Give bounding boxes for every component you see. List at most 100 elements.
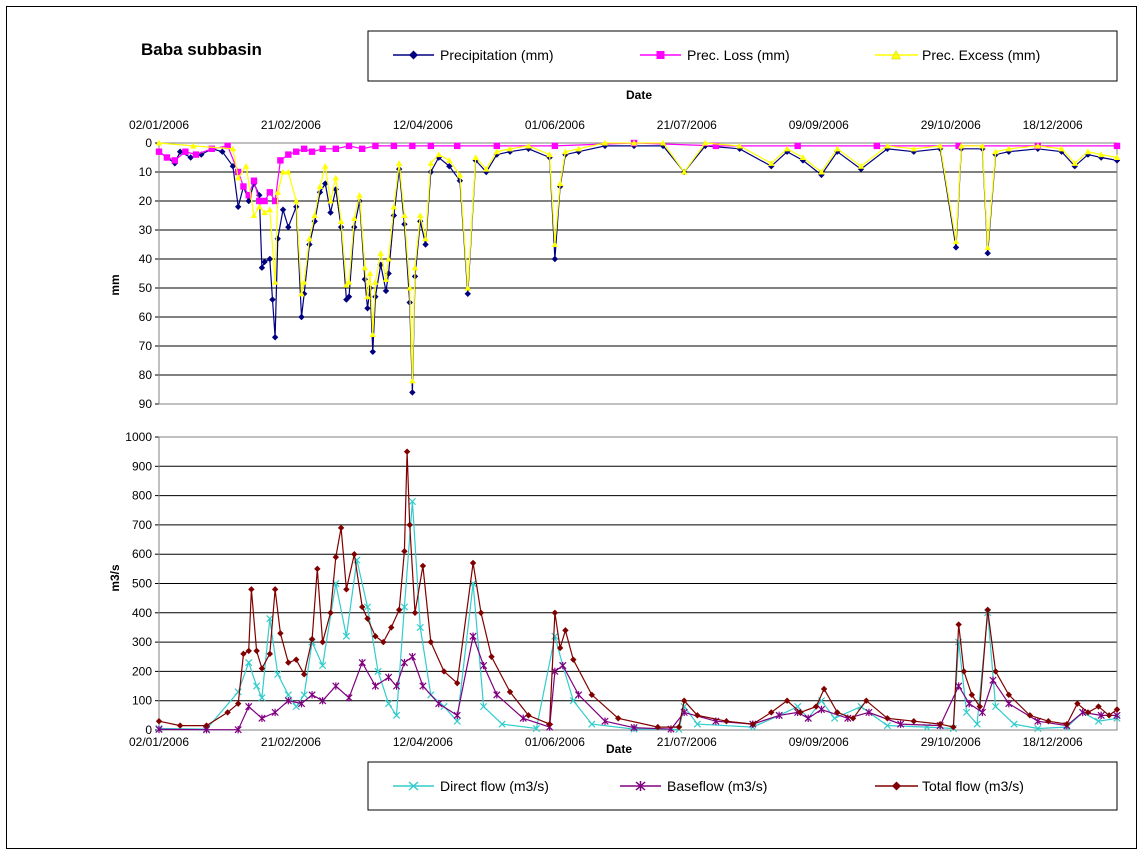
data-point xyxy=(240,650,247,658)
legend-label-loss: Prec. Loss (mm) xyxy=(687,47,790,63)
data-point xyxy=(240,183,247,190)
data-point xyxy=(955,142,962,150)
data-point xyxy=(371,682,380,690)
data-point xyxy=(293,148,300,155)
data-point xyxy=(419,562,427,570)
data-point xyxy=(327,609,334,616)
x-tick-label: 21/07/2006 xyxy=(657,118,717,132)
data-point xyxy=(293,656,300,663)
data-point xyxy=(274,670,282,678)
data-point xyxy=(409,377,416,384)
data-point xyxy=(332,174,340,181)
data-point xyxy=(253,682,261,690)
legend-marker-total-icon xyxy=(892,781,901,791)
data-point xyxy=(1084,709,1092,716)
data-point xyxy=(234,174,242,181)
plot-border xyxy=(158,436,1118,731)
x-tick-label: 18/12/2006 xyxy=(1023,118,1083,132)
data-point xyxy=(319,697,327,705)
data-point xyxy=(327,197,334,204)
data-point xyxy=(446,157,453,163)
data-point xyxy=(532,724,541,733)
legend-marker-excess-icon xyxy=(891,49,901,60)
y-tick-label: 90 xyxy=(139,397,153,411)
data-point xyxy=(562,627,569,634)
data-point xyxy=(479,661,488,670)
data-point xyxy=(363,603,372,611)
data-point xyxy=(300,671,308,678)
legend-label-precipitation: Precipitation (mm) xyxy=(440,47,554,63)
bottom-y-axis-title: m3/s xyxy=(108,564,122,592)
data-point xyxy=(440,668,448,675)
data-point xyxy=(271,586,279,593)
x-tick-label: 09/09/2006 xyxy=(789,735,849,749)
data-point xyxy=(297,699,306,708)
data-point xyxy=(203,722,210,729)
y-tick-label: 400 xyxy=(132,606,152,620)
data-point xyxy=(277,157,284,164)
data-point xyxy=(382,287,390,295)
x-tick-label: 29/10/2006 xyxy=(921,118,981,132)
legend-marker-baseflow-icon xyxy=(635,781,646,791)
data-point xyxy=(469,632,477,640)
data-point xyxy=(978,708,987,717)
data-point xyxy=(422,235,429,242)
data-point xyxy=(659,139,667,146)
data-point xyxy=(250,177,258,184)
data-point xyxy=(385,255,392,262)
data-point xyxy=(812,703,820,710)
data-point xyxy=(285,151,292,158)
data-point xyxy=(332,553,340,561)
data-point xyxy=(345,142,353,150)
data-point xyxy=(936,142,944,149)
data-point xyxy=(979,142,986,149)
data-point xyxy=(364,293,371,300)
y-tick-label: 40 xyxy=(139,252,153,266)
y-tick-label: 60 xyxy=(139,310,153,324)
data-point xyxy=(234,700,242,707)
y-tick-label: 600 xyxy=(132,547,152,561)
data-point xyxy=(1113,706,1121,713)
data-point xyxy=(680,168,688,175)
data-point xyxy=(464,284,471,291)
data-point xyxy=(1097,711,1105,720)
series-total-flow-m3-s xyxy=(155,448,1121,731)
data-point xyxy=(409,142,416,150)
data-point xyxy=(380,638,387,646)
data-point xyxy=(896,720,905,728)
data-point xyxy=(392,682,401,690)
data-point xyxy=(570,656,577,663)
data-point xyxy=(198,151,205,158)
data-point xyxy=(960,668,968,675)
data-point xyxy=(962,708,971,717)
data-point xyxy=(416,623,424,632)
data-point xyxy=(258,714,266,722)
x-tick-label: 01/06/2006 xyxy=(525,735,585,749)
data-point xyxy=(171,157,179,164)
chart-svg: Baba subbasin Precipitation (mm) Prec. L… xyxy=(108,30,1121,811)
data-point xyxy=(271,279,279,285)
data-point xyxy=(498,720,506,728)
data-point xyxy=(300,691,308,699)
data-point xyxy=(411,609,419,616)
data-point xyxy=(525,142,532,149)
data-point xyxy=(308,691,316,699)
data-point xyxy=(749,720,757,728)
data-point xyxy=(1005,145,1012,152)
data-point xyxy=(955,682,963,690)
data-point xyxy=(342,632,351,640)
data-point xyxy=(797,709,804,716)
data-point xyxy=(392,711,401,719)
data-point xyxy=(723,718,730,725)
data-point xyxy=(245,197,252,205)
data-point xyxy=(345,279,353,285)
data-point xyxy=(556,644,564,652)
data-point xyxy=(256,203,263,210)
data-point xyxy=(384,700,393,708)
y-tick-label: 900 xyxy=(132,459,152,473)
data-point xyxy=(319,638,326,646)
data-point xyxy=(952,244,960,251)
data-point xyxy=(965,699,973,708)
data-point xyxy=(384,673,393,681)
data-point xyxy=(575,145,582,152)
